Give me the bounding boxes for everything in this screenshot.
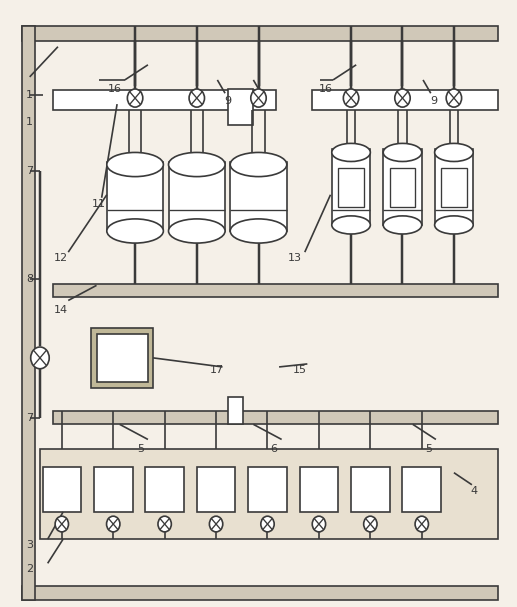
Bar xyxy=(338,168,364,207)
Bar xyxy=(332,149,370,225)
Circle shape xyxy=(343,89,359,107)
Text: 7: 7 xyxy=(26,166,33,175)
Ellipse shape xyxy=(332,143,370,161)
Text: 7: 7 xyxy=(26,413,33,423)
Circle shape xyxy=(251,89,266,107)
Bar xyxy=(402,467,441,512)
Text: 16: 16 xyxy=(108,84,121,94)
Ellipse shape xyxy=(169,152,225,177)
Bar xyxy=(441,168,467,207)
Bar xyxy=(145,467,184,512)
Circle shape xyxy=(261,516,274,532)
Bar xyxy=(227,89,253,125)
Text: 1: 1 xyxy=(26,117,33,127)
Bar xyxy=(197,467,235,512)
Bar xyxy=(248,467,287,512)
Text: 6: 6 xyxy=(270,444,278,453)
Bar xyxy=(40,449,498,539)
Bar xyxy=(169,161,225,231)
Bar xyxy=(383,149,422,225)
Bar xyxy=(230,161,287,231)
Bar xyxy=(22,25,498,41)
Bar xyxy=(53,284,498,297)
Ellipse shape xyxy=(107,152,163,177)
Bar xyxy=(351,467,390,512)
Ellipse shape xyxy=(435,216,473,234)
Text: 5: 5 xyxy=(424,444,432,453)
Text: 15: 15 xyxy=(293,365,307,375)
Ellipse shape xyxy=(230,152,287,177)
Text: 12: 12 xyxy=(53,253,68,263)
Text: 16: 16 xyxy=(318,84,332,94)
Ellipse shape xyxy=(383,216,422,234)
Text: 9: 9 xyxy=(224,96,231,106)
Bar xyxy=(97,334,148,382)
Text: 14: 14 xyxy=(53,305,68,314)
Text: 8: 8 xyxy=(26,274,33,284)
Bar xyxy=(22,586,498,600)
Circle shape xyxy=(395,89,410,107)
Ellipse shape xyxy=(107,219,163,243)
Bar xyxy=(94,467,132,512)
Circle shape xyxy=(446,89,462,107)
Circle shape xyxy=(31,347,49,369)
Bar xyxy=(53,411,498,424)
Circle shape xyxy=(55,516,68,532)
Text: 10: 10 xyxy=(251,96,266,106)
Circle shape xyxy=(158,516,171,532)
Bar xyxy=(300,467,338,512)
Text: 11: 11 xyxy=(92,199,106,209)
Text: 2: 2 xyxy=(26,565,33,574)
Ellipse shape xyxy=(332,216,370,234)
Bar xyxy=(107,161,163,231)
Text: 9: 9 xyxy=(430,96,437,106)
Text: 17: 17 xyxy=(210,365,224,375)
Circle shape xyxy=(127,89,143,107)
Ellipse shape xyxy=(169,219,225,243)
Bar xyxy=(435,149,473,225)
Circle shape xyxy=(107,516,120,532)
Ellipse shape xyxy=(230,219,287,243)
Text: 3: 3 xyxy=(26,540,33,550)
Ellipse shape xyxy=(435,143,473,161)
Text: 1: 1 xyxy=(26,90,33,100)
Bar xyxy=(312,90,498,110)
Bar xyxy=(22,25,35,600)
Bar xyxy=(227,397,243,424)
Bar xyxy=(53,90,277,110)
Text: 4: 4 xyxy=(471,486,478,496)
Bar xyxy=(92,328,153,388)
Circle shape xyxy=(209,516,223,532)
Bar xyxy=(390,168,415,207)
Text: 5: 5 xyxy=(136,444,144,453)
Circle shape xyxy=(415,516,429,532)
Circle shape xyxy=(312,516,326,532)
Circle shape xyxy=(363,516,377,532)
Ellipse shape xyxy=(383,143,422,161)
Bar xyxy=(42,467,81,512)
Text: 13: 13 xyxy=(287,253,301,263)
Circle shape xyxy=(189,89,205,107)
